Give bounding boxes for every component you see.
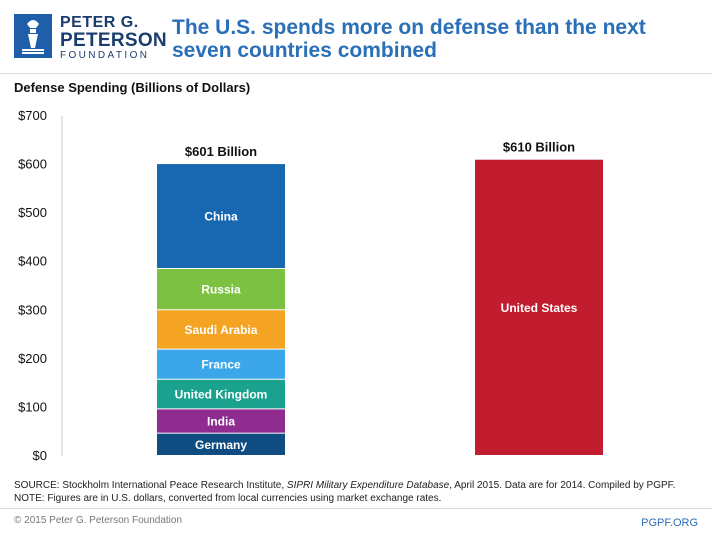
bar-total-label: $610 Billion — [503, 140, 575, 155]
y-tick-label: $300 — [18, 302, 47, 317]
segment-label: United States — [501, 301, 578, 315]
bar-segment — [157, 310, 285, 349]
bar-segment — [157, 433, 285, 455]
segment-label: Russia — [201, 283, 241, 297]
footer: © 2015 Peter G. Peterson Foundation PGPF… — [0, 508, 712, 542]
y-tick-label: $200 — [18, 351, 47, 366]
header-divider — [0, 73, 712, 74]
y-tick-label: $400 — [18, 254, 47, 269]
segment-label: China — [204, 210, 238, 224]
torch-icon — [14, 14, 52, 58]
logo-text-line2: PETERSON — [60, 30, 167, 51]
bar-segment — [157, 409, 285, 433]
pgpf-logo: PETER G. PETERSON FOUNDATION — [14, 12, 167, 62]
currency-note: NOTE: Figures are in U.S. dollars, conve… — [14, 493, 442, 504]
bar-segment — [157, 379, 285, 409]
y-axis-title: Defense Spending (Billions of Dollars) — [14, 80, 251, 95]
bar-chart: $0 $100 $200 $300 $400 $500 $600 $700 Germany Ind… — [18, 108, 603, 463]
segment-label: Saudi Arabia — [185, 323, 258, 337]
bar-segment — [157, 269, 285, 310]
segment-label: France — [201, 358, 241, 372]
logo-text-line1: PETER G. — [60, 14, 139, 31]
bar-segment — [475, 159, 603, 455]
source-suffix: , April 2015. Data are for 2014. Compile… — [449, 480, 676, 491]
bar-segment — [157, 349, 285, 379]
y-tick-label: $100 — [18, 399, 47, 414]
source-prefix: SOURCE: Stockholm International Peace Re… — [14, 480, 287, 491]
y-tick-label: $600 — [18, 157, 47, 172]
source-italic: SIPRI Military Expenditure Database — [286, 480, 450, 491]
y-tick-label: $500 — [18, 205, 47, 220]
bar-total-label: $601 Billion — [185, 144, 257, 159]
y-tick-label: $700 — [18, 108, 47, 123]
bar-segment — [157, 164, 285, 268]
chart-title: The U.S. spends more on defense than the… — [172, 16, 646, 62]
y-tick-label: $0 — [33, 448, 47, 463]
segment-label: Germany — [195, 438, 247, 452]
website-link[interactable]: PGPF.ORG — [641, 517, 698, 529]
source-note: SOURCE: Stockholm International Peace Re… — [14, 480, 675, 491]
logo-text-line3: FOUNDATION — [60, 50, 150, 61]
segment-label: India — [207, 415, 235, 429]
copyright: © 2015 Peter G. Peterson Foundation — [14, 515, 183, 526]
segment-label: United Kingdom — [175, 388, 268, 402]
